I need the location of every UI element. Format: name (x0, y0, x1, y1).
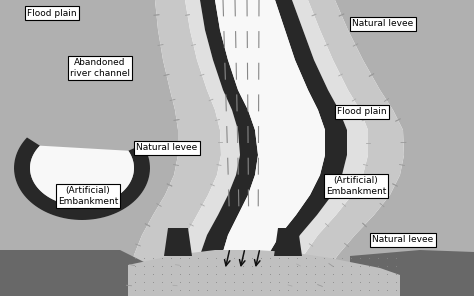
Polygon shape (287, 0, 404, 296)
Polygon shape (0, 0, 178, 296)
Polygon shape (350, 250, 474, 296)
Polygon shape (0, 250, 170, 296)
Polygon shape (30, 146, 134, 206)
Text: (Artificial)
Embankment: (Artificial) Embankment (58, 186, 118, 206)
Text: Flood plain: Flood plain (27, 9, 77, 17)
Polygon shape (174, 0, 240, 296)
Text: Natural levee: Natural levee (137, 144, 198, 152)
Polygon shape (195, 0, 258, 296)
Text: (Artificial)
Embankment: (Artificial) Embankment (326, 176, 386, 196)
Polygon shape (274, 228, 302, 256)
Polygon shape (14, 137, 150, 220)
Polygon shape (0, 275, 474, 296)
Polygon shape (272, 0, 368, 296)
Text: Natural levee: Natural levee (373, 236, 434, 244)
Polygon shape (164, 228, 192, 256)
Polygon shape (215, 0, 325, 296)
Text: Abandoned
river channel: Abandoned river channel (70, 58, 130, 78)
Text: Natural levee: Natural levee (352, 20, 414, 28)
Polygon shape (195, 255, 290, 296)
Polygon shape (316, 0, 474, 296)
Polygon shape (255, 0, 347, 296)
Polygon shape (14, 137, 150, 220)
Polygon shape (128, 250, 400, 296)
Polygon shape (128, 0, 221, 296)
Text: Flood plain: Flood plain (337, 107, 387, 117)
